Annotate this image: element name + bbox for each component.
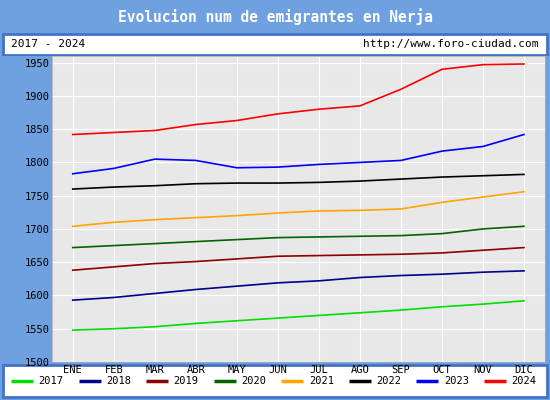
FancyBboxPatch shape xyxy=(3,365,547,397)
Text: 2017: 2017 xyxy=(39,376,63,386)
Text: 2023: 2023 xyxy=(444,376,469,386)
Text: 2022: 2022 xyxy=(376,376,402,386)
Text: 2019: 2019 xyxy=(174,376,199,386)
Text: 2018: 2018 xyxy=(106,376,131,386)
Text: Evolucion num de emigrantes en Nerja: Evolucion num de emigrantes en Nerja xyxy=(118,8,432,25)
Text: 2024: 2024 xyxy=(512,376,536,386)
FancyBboxPatch shape xyxy=(3,34,547,55)
Text: 2020: 2020 xyxy=(241,376,266,386)
Text: http://www.foro-ciudad.com: http://www.foro-ciudad.com xyxy=(364,39,539,49)
Text: 2017 - 2024: 2017 - 2024 xyxy=(11,39,85,49)
Text: 2021: 2021 xyxy=(309,376,334,386)
